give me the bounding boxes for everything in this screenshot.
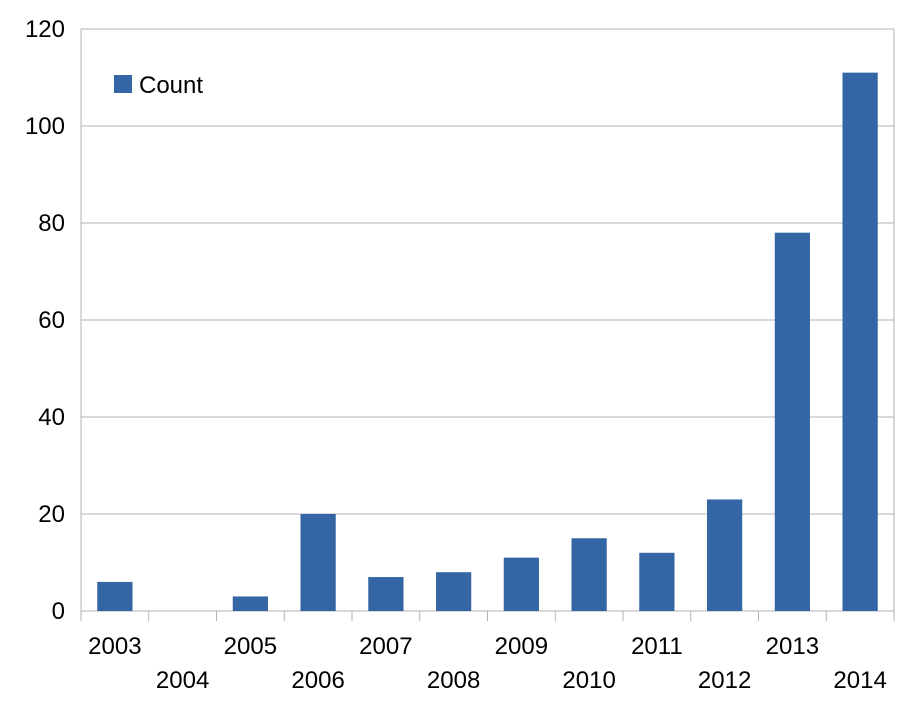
bar-2009: [503, 557, 539, 611]
bar-2003: [97, 581, 133, 611]
x-tick-label-2003: 2003: [88, 633, 141, 660]
x-tick-label-2006: 2006: [291, 667, 344, 694]
x-tick-label-2014: 2014: [833, 667, 886, 694]
bar-2011: [639, 552, 675, 611]
x-tick-label-2005: 2005: [224, 633, 277, 660]
y-tick-label-80: 80: [38, 210, 65, 237]
x-tick-label-2004: 2004: [156, 667, 209, 694]
bar-2006: [300, 514, 336, 611]
bar-2012: [707, 499, 743, 611]
legend: Count: [114, 72, 203, 99]
y-tick-label-20: 20: [38, 501, 65, 528]
x-tick-label-2012: 2012: [698, 667, 751, 694]
bars: [97, 72, 878, 611]
y-tick-label-40: 40: [38, 404, 65, 431]
legend-label-count: Count: [139, 72, 203, 99]
gridlines: [81, 28, 894, 612]
y-tick-label-0: 0: [52, 598, 65, 625]
x-tick-label-2007: 2007: [359, 633, 412, 660]
x-tick-label-2011: 2011: [631, 633, 683, 660]
bar-2014: [842, 72, 878, 611]
bar-2008: [436, 572, 472, 611]
bar-2010: [571, 538, 607, 611]
bar-2007: [368, 577, 404, 611]
axes: [80, 29, 895, 621]
x-tick-label-2008: 2008: [427, 667, 480, 694]
x-tick-label-2013: 2013: [766, 633, 819, 660]
y-tick-labels: 0 20 40 60 80 100 120: [25, 16, 65, 625]
bar-2013: [774, 232, 810, 611]
legend-swatch-count: [114, 75, 132, 93]
bar-2005: [232, 596, 268, 611]
x-tick-label-2010: 2010: [562, 667, 615, 694]
y-tick-label-60: 60: [38, 307, 65, 334]
x-tick-label-2009: 2009: [495, 633, 548, 660]
y-tick-label-100: 100: [25, 113, 65, 140]
y-tick-label-120: 120: [25, 16, 65, 43]
x-tick-labels: 2003 2004 2005 2006 2007 2008 2009 2010 2011 2012…: [88, 633, 887, 694]
